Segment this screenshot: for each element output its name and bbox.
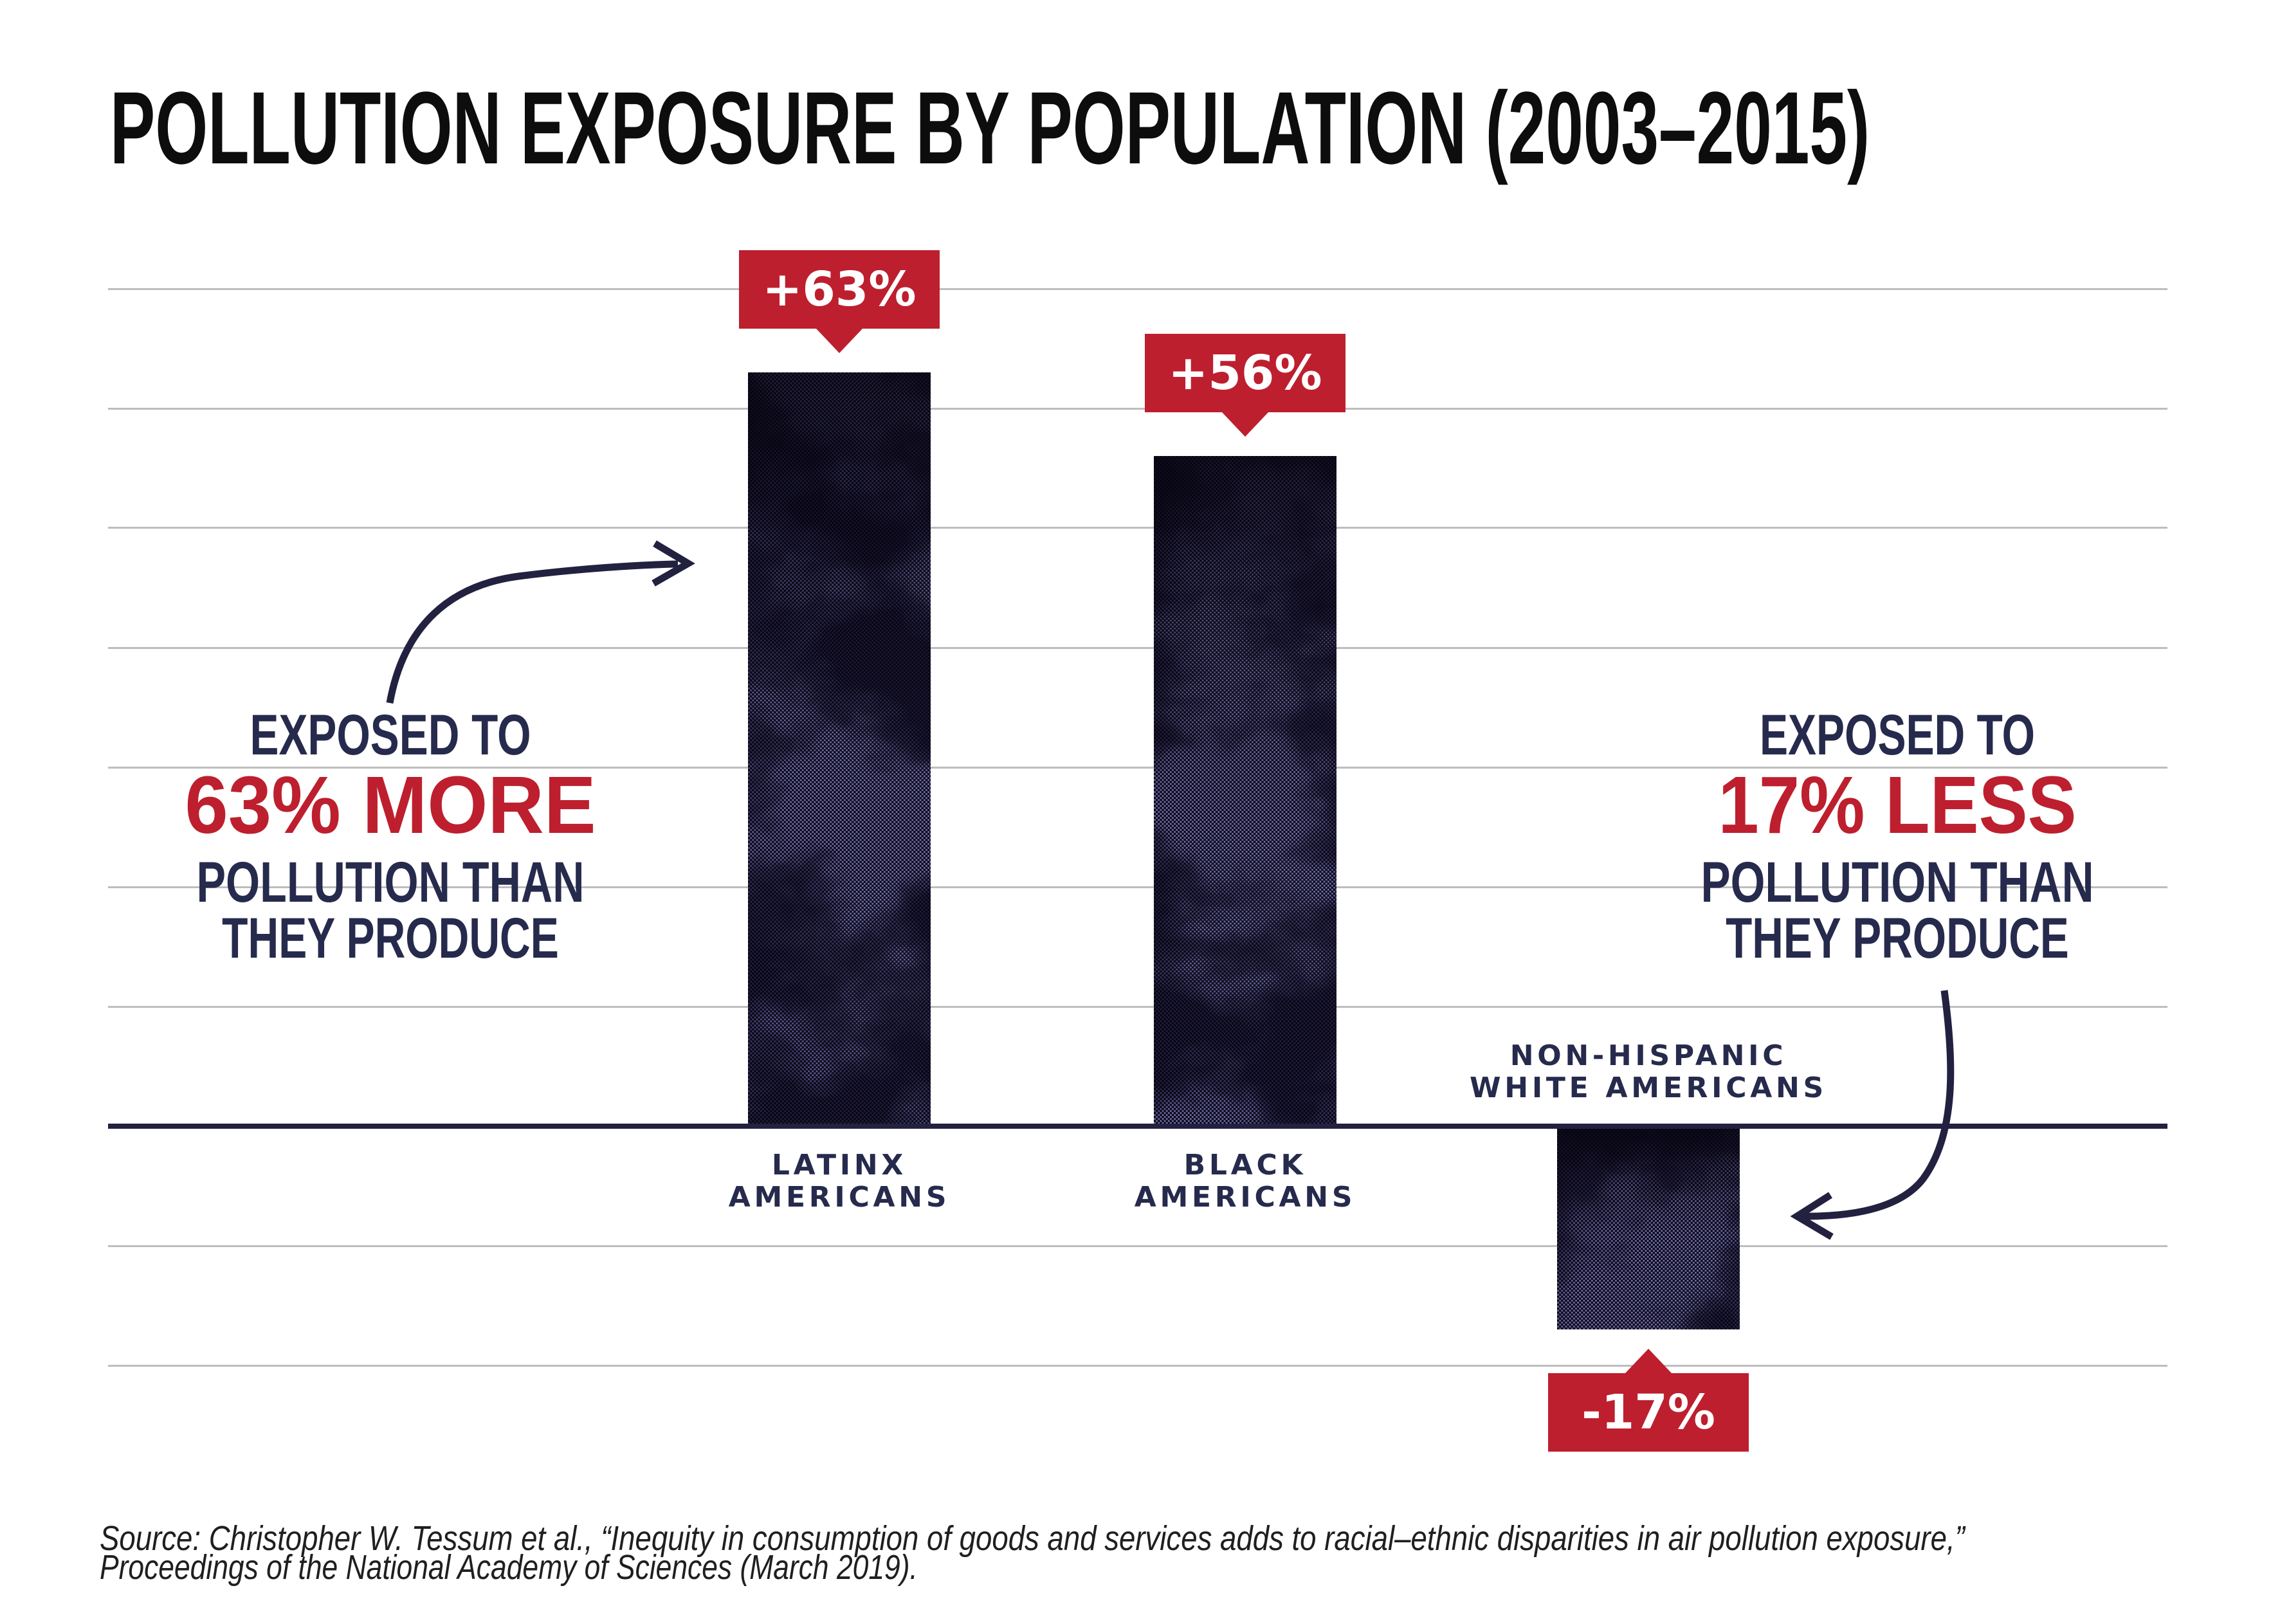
chart-title: POLLUTION EXPOSURE BY POPULATION (2003–2…: [110, 77, 2280, 179]
bar-latinx-americans: [748, 372, 931, 1126]
left-annotation-text-2: 63% MORE: [185, 760, 596, 850]
left-annotation-line-4: THEY PRODUCE: [163, 909, 617, 967]
source-text-2: Proceedings of the National Academy of S…: [100, 1548, 918, 1587]
right-annotation-text-1: EXPOSED TO: [1759, 702, 2036, 767]
callout-pointer-down-icon: [1222, 412, 1268, 437]
category-line: AMERICANS: [1134, 1181, 1356, 1214]
callout-plus-56-percent: +56%: [1145, 334, 1345, 437]
gridline-20: [108, 886, 2167, 888]
right-annotation-line-3: POLLUTION THAN: [1645, 853, 2150, 911]
right-arrowhead-icon: [1790, 1192, 1834, 1240]
left-arrowhead-icon: [652, 540, 695, 587]
right-annotation-line-1: EXPOSED TO: [1711, 706, 2083, 763]
category-label-black-americans: BLACK AMERICANS: [1135, 1149, 1356, 1214]
chart-title-text: POLLUTION EXPOSURE BY POPULATION (2003–2…: [110, 70, 1870, 185]
callout-pointer-up-icon: [1625, 1349, 1672, 1373]
callout-value: +63%: [762, 262, 917, 317]
left-annotation-text-3: POLLUTION THAN: [196, 850, 585, 914]
callout-minus-17-percent: -17%: [1548, 1349, 1749, 1452]
source-text-1: Source: Christopher W. Tessum et al., “I…: [100, 1519, 1965, 1558]
left-annotation-line-3: POLLUTION THAN: [138, 853, 643, 911]
right-annotation-text-2: 17% LESS: [1718, 760, 2077, 850]
right-annotation-line-4: THEY PRODUCE: [1670, 909, 2124, 967]
source-citation-line-1: Source: Christopher W. Tessum et al., “I…: [100, 1521, 2280, 1556]
left-annotation-line-2: 63% MORE: [176, 765, 604, 846]
category-line: BLACK: [1183, 1149, 1307, 1182]
category-line: NON-HISPANIC: [1509, 1039, 1787, 1072]
gridline--10: [108, 1245, 2167, 1247]
gridline-40: [108, 647, 2167, 649]
source-citation-line-2: Proceedings of the National Academy of S…: [100, 1550, 1095, 1585]
zero-axis-line: [108, 1124, 2167, 1129]
category-label-non-hispanic-white-americans: NON-HISPANIC WHITE AMERICANS: [1470, 1040, 1827, 1104]
category-label-latinx-americans: LATINX AMERICANS: [729, 1149, 950, 1214]
category-line: LATINX: [771, 1149, 907, 1182]
left-annotation-line-1: EXPOSED TO: [205, 706, 576, 763]
left-annotation-text-1: EXPOSED TO: [250, 702, 531, 767]
right-annotation-line-2: 17% LESS: [1699, 765, 2095, 846]
gridline--20: [108, 1365, 2167, 1367]
gridline-10: [108, 1006, 2167, 1008]
callout-value: +56%: [1168, 345, 1322, 401]
gridline-30: [108, 767, 2167, 769]
category-line: AMERICANS: [728, 1181, 951, 1214]
callout-value: -17%: [1582, 1385, 1715, 1440]
right-annotation-text-3: POLLUTION THAN: [1701, 850, 2094, 914]
callout-plus-63-percent: +63%: [739, 250, 940, 353]
bar-black-americans: [1154, 456, 1336, 1126]
right-annotation-text-4: THEY PRODUCE: [1726, 906, 2069, 970]
left-arrow-curve: [386, 560, 679, 704]
gridline-50: [108, 527, 2167, 529]
callout-pointer-down-icon: [816, 329, 862, 353]
gridline-70: [108, 288, 2167, 290]
left-annotation-text-4: THEY PRODUCE: [222, 906, 559, 970]
gridline-60: [108, 408, 2167, 410]
category-line: WHITE AMERICANS: [1470, 1072, 1827, 1104]
bar-non-hispanic-white-americans: [1557, 1126, 1740, 1329]
